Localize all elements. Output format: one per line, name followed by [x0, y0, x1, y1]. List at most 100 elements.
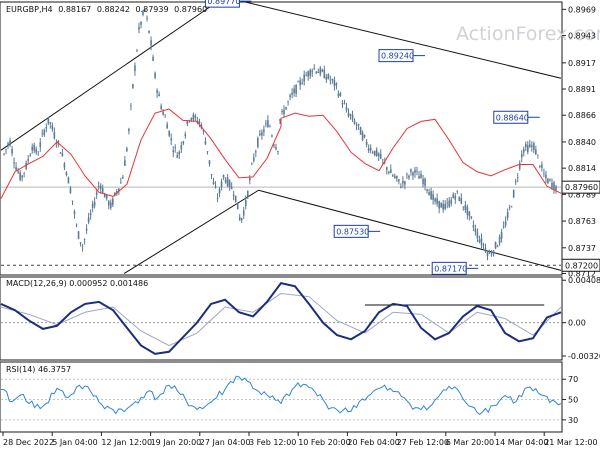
- candle-body: [440, 202, 442, 208]
- price-y-tick-label: 0.8943: [568, 32, 596, 41]
- candle-body: [248, 177, 251, 181]
- candle-body: [359, 127, 362, 135]
- x-tick-label: 21 Mar 12:00: [544, 438, 597, 447]
- x-tick-label: 12 Jan 12:00: [101, 438, 152, 447]
- candle-body: [202, 130, 205, 131]
- price-y-tick-label: 0.8969: [568, 5, 596, 14]
- candle-body: [375, 149, 378, 156]
- macd-y-tick-label: 0.004083: [568, 276, 600, 285]
- candle-body: [263, 129, 265, 133]
- candle-body: [275, 147, 277, 150]
- macd-lines: [0, 282, 562, 355]
- candle-body: [259, 133, 261, 136]
- candle-body: [541, 164, 543, 168]
- candle-body: [232, 194, 235, 196]
- candle-body: [456, 190, 459, 192]
- candle-body: [47, 116, 50, 124]
- candle-body: [339, 93, 342, 96]
- candle-body: [180, 145, 183, 150]
- candle-body: [460, 198, 463, 204]
- candle-body: [99, 185, 102, 189]
- candle-body: [406, 174, 408, 176]
- candle-body: [381, 159, 384, 161]
- candle-body: [154, 72, 156, 78]
- candle-body: [285, 107, 287, 110]
- candle-body: [474, 228, 477, 233]
- candle-body: [182, 141, 185, 144]
- price-y-tick-label: 0.8840: [568, 138, 596, 147]
- candle-body: [426, 189, 428, 191]
- symbol-label: EURGBP,H4: [6, 5, 53, 14]
- candle-body: [103, 194, 106, 198]
- candle-body: [194, 115, 197, 118]
- price-y-axis: 0.8969 0.8943 0.8917 0.8891 0.8866 0.8840 0.88…: [561, 5, 600, 278]
- candle-body: [522, 149, 525, 153]
- candle-body: [464, 205, 467, 211]
- candle-body: [315, 71, 318, 74]
- candle-body: [224, 179, 227, 183]
- candle-body: [87, 217, 90, 223]
- candle-body: [529, 144, 531, 147]
- candle-body: [39, 142, 42, 147]
- candle-body: [287, 101, 289, 102]
- candle-body: [283, 109, 285, 115]
- candle-body: [230, 186, 233, 189]
- candle-body: [361, 132, 364, 140]
- candle-body: [271, 135, 273, 137]
- current-price-label: 0.87960: [565, 183, 598, 192]
- close-value: 0.87960: [174, 5, 207, 14]
- candle-body: [432, 194, 434, 200]
- candle-body: [61, 153, 64, 157]
- candle-body: [313, 68, 316, 69]
- candle-body: [494, 241, 497, 249]
- candle-body: [184, 134, 187, 136]
- candle-body: [273, 145, 275, 147]
- x-tick-label: 6 Mar 20:00: [446, 438, 494, 447]
- swing-label: 0.87170: [434, 264, 467, 273]
- candle-body: [291, 92, 293, 95]
- candle-body: [307, 71, 310, 77]
- candle-body: [325, 76, 328, 80]
- candle-body: [89, 213, 92, 216]
- candle-body: [299, 80, 301, 86]
- candle-body: [71, 200, 74, 202]
- candle-body: [410, 169, 412, 172]
- candle-body: [303, 74, 305, 82]
- candle-body: [176, 155, 179, 158]
- candle-body: [377, 153, 380, 156]
- candle-body: [250, 163, 253, 165]
- macd-title: MACD(12,26,9) 0.000952 0.001486: [6, 279, 148, 288]
- candle-body: [7, 143, 9, 145]
- candle-body: [512, 190, 515, 198]
- candle-body: [29, 155, 31, 157]
- candle-body: [327, 74, 330, 79]
- candle-body: [208, 160, 211, 165]
- candle-body: [261, 132, 263, 136]
- candle-body: [549, 179, 551, 181]
- candle-body: [212, 181, 215, 185]
- x-tick-label: 27 Jan 04:00: [200, 438, 251, 447]
- candle-body: [140, 21, 142, 25]
- candle-body: [214, 185, 217, 188]
- candle-body: [192, 114, 195, 120]
- candle-body: [178, 151, 181, 155]
- candle-body: [162, 112, 164, 115]
- candle-body: [79, 242, 82, 244]
- x-tick-label: 14 Mar 04:00: [495, 438, 548, 447]
- macd-y-tick-label: -0.003209: [568, 352, 600, 361]
- candle-body: [428, 192, 430, 196]
- candle-body: [452, 194, 455, 199]
- macd-panel: 0.004083 0.00 -0.003209 MACD(12,26,9) 0.00…: [0, 276, 600, 361]
- candle-body: [404, 181, 406, 185]
- candle-body: [109, 202, 112, 209]
- candle-body: [500, 231, 503, 239]
- candle-body: [297, 81, 299, 83]
- rsi-title: RSI(14) 46.3757: [6, 365, 71, 374]
- trendline: [258, 189, 562, 271]
- rsi-y-tick-label: 70: [568, 375, 578, 384]
- rsi-line-path: [0, 375, 562, 416]
- candle-body: [51, 125, 54, 130]
- candle-body: [267, 120, 269, 128]
- candle-body: [518, 162, 521, 169]
- candle-body: [430, 191, 432, 199]
